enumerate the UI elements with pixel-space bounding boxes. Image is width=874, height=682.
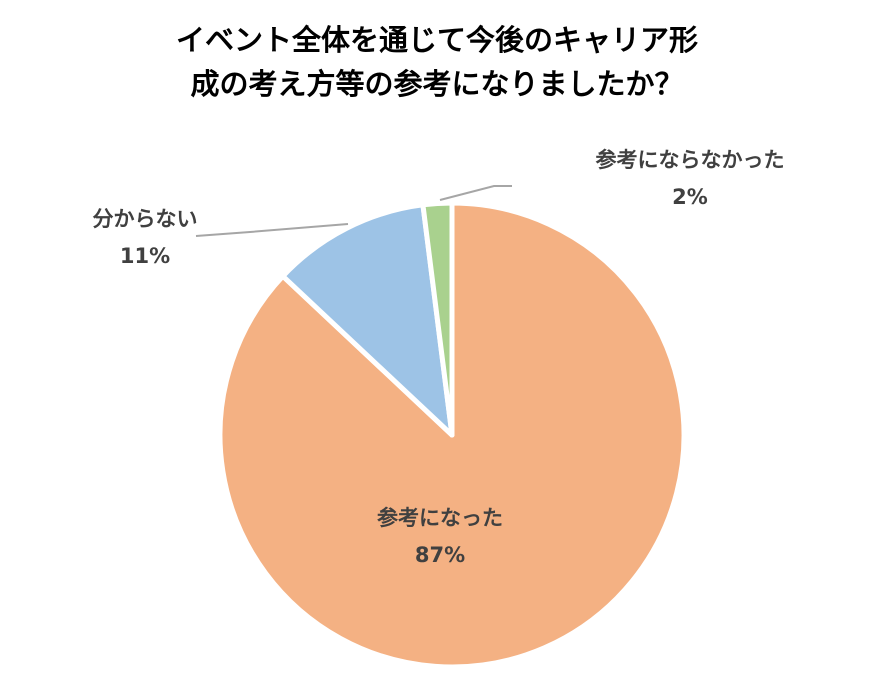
- slice-label-not-helpful: 参考にならなかった: [596, 148, 785, 172]
- pie-slice-unknown: [280, 202, 455, 438]
- chart-title: イベント全体を通じて今後のキャリア形 成の考え方等の参考になりましたか？: [0, 18, 874, 106]
- slice-value-helpful: 87%: [415, 543, 465, 567]
- leader-line-unknown: [195, 223, 349, 237]
- slice-value-not-helpful: 2%: [672, 185, 708, 209]
- pie-slice-helpful: [217, 200, 687, 670]
- slice-value-unknown: 11%: [120, 244, 170, 268]
- leader-line-not-helpful: [439, 185, 512, 201]
- title-line-2: 成の考え方等の参考になりましたか？: [190, 67, 684, 101]
- slice-label-helpful: 参考になった: [377, 506, 503, 530]
- pie-slice-not-helpful: [420, 200, 455, 438]
- title-line-1: イベント全体を通じて今後のキャリア形: [175, 23, 698, 57]
- slice-label-unknown: 分からない: [93, 207, 198, 231]
